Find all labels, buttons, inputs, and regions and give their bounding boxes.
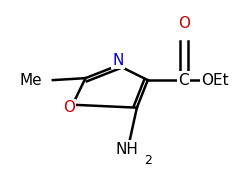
Text: N: N [112, 53, 123, 68]
Text: O: O [62, 100, 74, 115]
Text: NH: NH [115, 142, 137, 156]
Text: C: C [177, 73, 188, 88]
Text: O: O [178, 16, 190, 31]
Text: Me: Me [19, 73, 42, 88]
Text: 2: 2 [143, 154, 151, 167]
Text: OEt: OEt [200, 73, 228, 88]
